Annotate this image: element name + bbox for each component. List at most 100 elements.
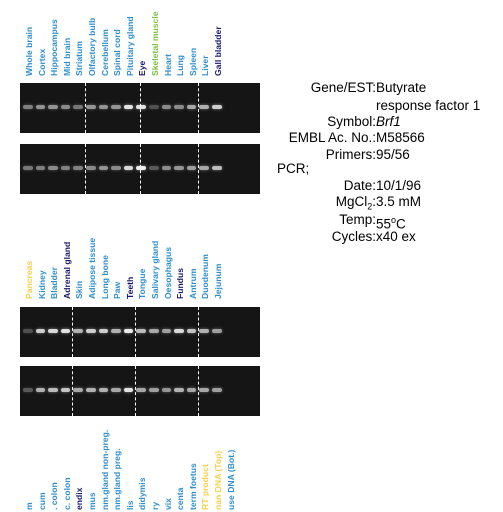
- lane-label: . colon: [49, 482, 60, 510]
- lane-label: Oesophagus: [162, 246, 173, 299]
- lane-group-divider: [198, 83, 200, 133]
- lane-label: Spleen: [187, 47, 198, 76]
- lane-label: Heart: [162, 54, 173, 76]
- lane-label: Salivary gland: [150, 240, 160, 299]
- gel-band: [149, 329, 159, 333]
- gel-band: [86, 105, 96, 109]
- gel-band: [111, 388, 121, 392]
- gel-band: [86, 166, 96, 170]
- gel-band: [123, 105, 134, 109]
- gel-band: [86, 388, 96, 392]
- lane-label: Mid brain: [61, 37, 72, 76]
- lane-label: Spinal cord: [112, 29, 123, 76]
- lane-group-divider: [140, 144, 142, 194]
- gel-band: [123, 166, 134, 170]
- gel-band: [23, 166, 33, 170]
- lane-label: use DNA (Bot.): [225, 449, 236, 510]
- lane-label: Cerebellum: [99, 29, 110, 76]
- lane-group-divider: [135, 307, 137, 357]
- gel-band: [161, 105, 172, 109]
- date-value: 10/1/96: [376, 178, 422, 193]
- gel-band: [35, 166, 46, 170]
- gel-band: [73, 166, 83, 170]
- panel3-lane-labels: m cum. colon c. colon endix mus nm.gland non-…: [20, 430, 260, 510]
- gel-band: [35, 329, 46, 333]
- lane-label: Adrenal gland: [61, 241, 72, 299]
- gel-band: [23, 388, 33, 392]
- lane-label: c. colon: [61, 477, 72, 510]
- symbol-key: Symbol:: [327, 114, 376, 129]
- gel-band: [186, 166, 197, 170]
- gel-band: [98, 388, 109, 392]
- mgcl2-value: 3.5 mM: [376, 194, 422, 209]
- gel-band: [23, 329, 33, 333]
- gel-band: [111, 105, 121, 109]
- gel-band: [212, 388, 222, 392]
- lane-group-divider: [198, 366, 200, 416]
- lane-label: Lung: [175, 55, 186, 76]
- gel-band: [98, 329, 109, 333]
- gel-band: [73, 329, 83, 333]
- gel-band: [35, 105, 46, 109]
- lane-label: vix: [162, 498, 173, 510]
- lane-label: Striatum: [74, 41, 85, 76]
- gel-band: [73, 105, 83, 109]
- lane-label: nan DNA (Top): [213, 450, 223, 510]
- lane-group-divider: [85, 83, 86, 133]
- lane-label: Duodenum: [200, 254, 211, 299]
- gel-band: [73, 388, 83, 392]
- lane-label: Skeletal muscle: [150, 11, 160, 77]
- lane-group-divider: [198, 144, 200, 194]
- panel1-gel-top: [20, 83, 260, 133]
- gel-band: [186, 388, 197, 392]
- gel-band: [35, 388, 46, 392]
- cycles-key: Cycles:: [331, 229, 376, 244]
- lane-group-divider: [85, 144, 86, 194]
- gel-band: [123, 329, 134, 333]
- gel-band: [199, 166, 209, 170]
- gel-band: [48, 329, 58, 333]
- panel1-gel-bottom: [20, 144, 260, 194]
- lane-label: Eye: [137, 60, 148, 76]
- lane-label: Pancreas: [24, 260, 34, 299]
- mgcl2-key: MgCl2:: [335, 194, 376, 212]
- gel-band: [212, 329, 222, 333]
- pcr-info-block: Gene/EST: Butyrate response factor 1 Sym…: [276, 80, 501, 250]
- lane-group-divider: [140, 83, 142, 133]
- lane-label: Paw: [112, 281, 123, 299]
- panel2-lane-labels: Pancreas Kidney Bladder Adrenal gland Skin Ad…: [20, 229, 260, 299]
- embl-value: M58566: [376, 130, 425, 145]
- lane-label: Adipose tissue: [87, 237, 97, 299]
- gel-band: [48, 105, 58, 109]
- lane-group-divider: [135, 366, 137, 416]
- gel-band: [174, 329, 184, 333]
- temp-key: Temp:: [339, 212, 376, 227]
- gel-band: [136, 329, 146, 333]
- lane-label: mus: [87, 492, 97, 510]
- gel-band: [149, 105, 159, 109]
- gel-band: [212, 105, 222, 109]
- gel-band: [86, 329, 96, 333]
- gel-band: [48, 166, 58, 170]
- pcr-heading: PCR;: [277, 161, 310, 176]
- lane-label: Tongue: [137, 268, 148, 299]
- temp-value: 55oC: [376, 215, 406, 232]
- gel-band: [136, 388, 146, 392]
- lane-label: endix: [74, 487, 85, 510]
- gel-band: [161, 329, 172, 333]
- lane-label: Fundus: [175, 267, 186, 299]
- lane-label: Gall bladder: [213, 26, 223, 76]
- gel-band: [186, 105, 197, 109]
- gene-key: Gene/EST:: [310, 80, 376, 95]
- lane-label: didymis: [137, 477, 148, 510]
- symbol-value: Brf1: [376, 114, 401, 129]
- lane-label: ry: [150, 501, 160, 510]
- lane-label: Teeth: [124, 276, 135, 299]
- lane-label: term foetus: [187, 463, 198, 510]
- lane-label: Kidney: [36, 270, 47, 299]
- primers-value: 95/56: [376, 147, 410, 162]
- lane-label: Liver: [200, 55, 211, 76]
- gel-band: [149, 166, 159, 170]
- gel-band: [199, 105, 209, 109]
- date-key: Date:: [343, 178, 376, 193]
